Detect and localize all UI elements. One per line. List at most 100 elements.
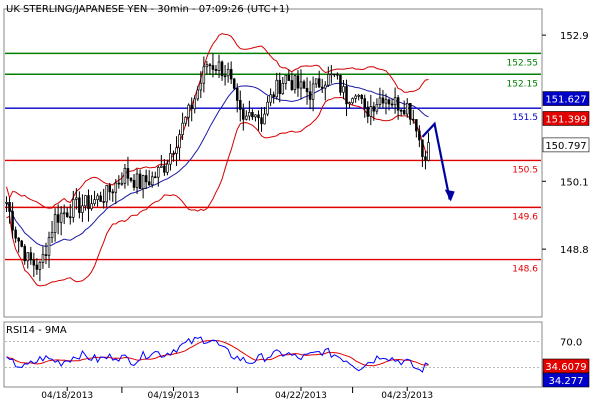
- rsi-line: [6, 336, 429, 373]
- candle-body: [305, 87, 309, 93]
- candle-body: [20, 240, 23, 247]
- level-label: 148.6: [512, 265, 538, 275]
- candle-body: [239, 100, 242, 110]
- level-label: 150.5: [512, 165, 538, 175]
- candle-body: [11, 211, 14, 231]
- candle-body: [81, 205, 84, 213]
- moving-average: [6, 82, 429, 247]
- candle-body: [69, 216, 72, 219]
- candle-body: [287, 74, 291, 81]
- candle-body: [32, 259, 36, 266]
- candle-body: [175, 147, 178, 154]
- candle-body: [96, 195, 99, 201]
- candle-body: [399, 109, 403, 112]
- candle-body: [78, 197, 81, 213]
- candle-body: [72, 198, 75, 218]
- candle-body: [59, 212, 63, 223]
- candle-body: [135, 173, 139, 188]
- candle-body: [147, 181, 151, 186]
- x-tick-label: 04/22/2013: [275, 391, 327, 400]
- rsi-tag-label: 34.277: [549, 376, 584, 387]
- rsi-ma-line: [6, 339, 429, 367]
- candle-body: [211, 65, 215, 70]
- candle-body: [35, 264, 39, 270]
- candle-body: [360, 94, 363, 100]
- candle-body: [232, 78, 236, 89]
- candle-body: [311, 83, 315, 100]
- candle-body: [120, 182, 124, 185]
- candle-body: [369, 106, 373, 117]
- candle-body: [187, 104, 190, 118]
- rsi-panel-frame: [3, 321, 543, 388]
- candle-body: [53, 214, 57, 233]
- y-tick-label: 152.9: [560, 31, 589, 42]
- candle-body: [229, 69, 233, 80]
- candle-body: [105, 185, 108, 203]
- candle-body: [248, 112, 251, 117]
- rsi-y-tick-label: 70.0: [560, 338, 582, 349]
- candle-body: [205, 64, 209, 68]
- candle-body: [50, 232, 54, 239]
- candle-body: [90, 203, 93, 210]
- candle-body: [354, 95, 357, 99]
- candle-body: [5, 201, 8, 204]
- candle-body: [418, 130, 421, 141]
- candle-body: [23, 246, 26, 262]
- candle-body: [254, 114, 257, 118]
- candle-body: [172, 153, 175, 155]
- level-label: 151.5: [512, 113, 538, 123]
- candle-body: [266, 101, 269, 115]
- price-tag-box: [542, 137, 590, 153]
- candle-body: [320, 86, 324, 89]
- candle-body: [290, 80, 294, 90]
- candle-body: [217, 61, 221, 71]
- candle-body: [336, 73, 339, 76]
- rsi-title: RSI14 - 9MA: [6, 325, 67, 336]
- price-tag-label: 151.627: [545, 95, 586, 106]
- candle-body: [199, 82, 203, 91]
- candle-body: [99, 195, 102, 202]
- candle-body: [302, 81, 306, 89]
- rsi-tag-box: [542, 372, 590, 388]
- candle-body: [29, 252, 33, 261]
- forecast-arrow: [421, 121, 455, 202]
- y-tick-label: 150.1: [560, 177, 589, 188]
- candle-body: [299, 81, 303, 89]
- candle-body: [251, 112, 254, 118]
- horizontal-levels: 152.55 152.15 151.5 150.5 149.6 148.6: [5, 52, 541, 275]
- candle-body: [272, 94, 275, 98]
- candle-body: [126, 168, 130, 179]
- candle-body: [163, 165, 166, 173]
- candle-body: [363, 98, 366, 108]
- candle-body: [56, 214, 60, 223]
- x-tick-label: 04/19/2013: [148, 391, 200, 400]
- candle-body: [84, 195, 87, 207]
- candle-body: [17, 237, 20, 242]
- candle-body: [150, 176, 154, 186]
- candle-body: [375, 104, 379, 112]
- candle-body: [263, 113, 266, 125]
- level-label: 152.15: [507, 79, 539, 89]
- candle-body: [8, 201, 11, 212]
- candle-body: [314, 78, 318, 85]
- candle-body: [284, 74, 288, 84]
- candle-body: [14, 229, 17, 239]
- price-tag-label: 150.797: [545, 141, 586, 152]
- candle-body: [330, 73, 333, 76]
- candle-body: [412, 118, 415, 121]
- candle-body: [102, 201, 105, 203]
- candle-body: [333, 73, 336, 76]
- candle-body: [260, 117, 263, 125]
- candle-body: [324, 84, 327, 89]
- candle-body: [327, 74, 330, 86]
- candle-body: [114, 182, 118, 193]
- candle-body: [384, 99, 388, 104]
- price-tag-label: 151.399: [545, 114, 586, 125]
- candle-body: [75, 197, 78, 200]
- candle-body: [184, 116, 187, 124]
- candle-body: [396, 97, 400, 111]
- candle-body: [415, 119, 418, 132]
- candle-body: [402, 110, 406, 115]
- candle-body: [223, 75, 227, 78]
- candle-body: [87, 195, 90, 210]
